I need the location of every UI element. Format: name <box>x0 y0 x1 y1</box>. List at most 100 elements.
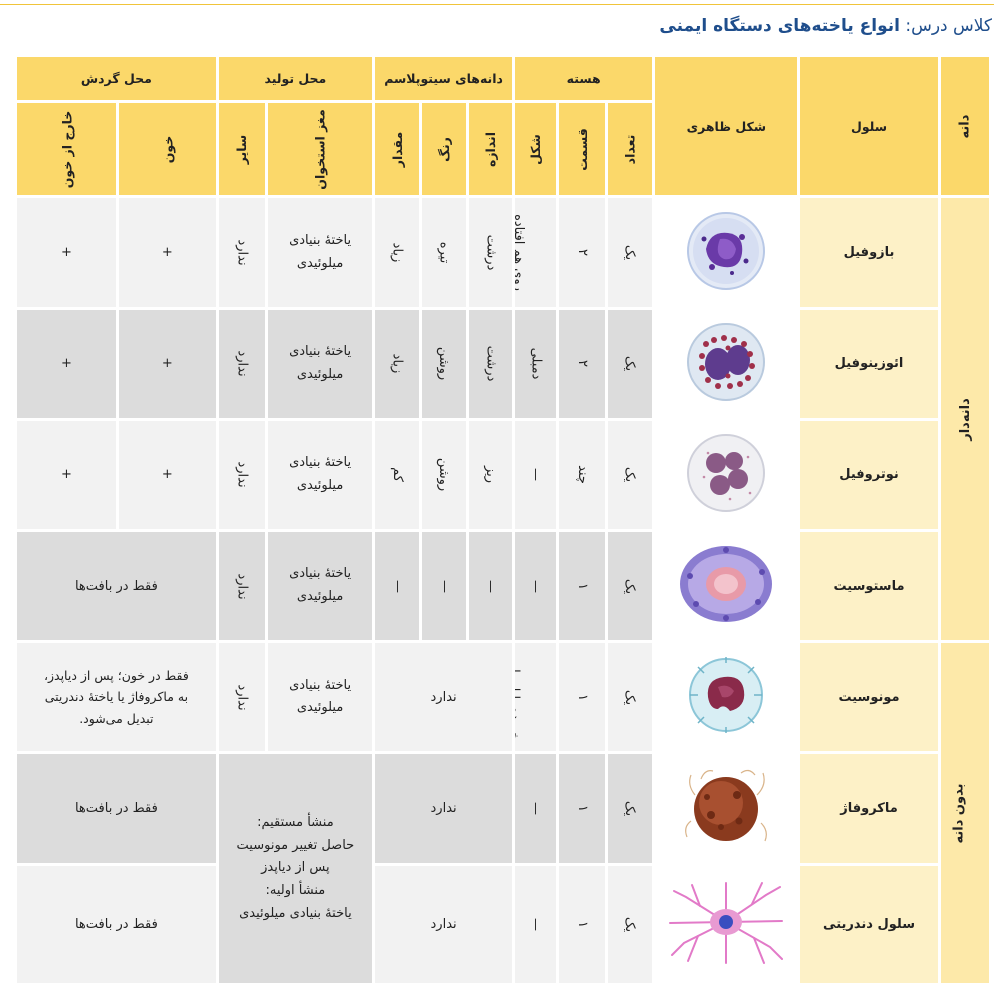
nucleus-count: یک <box>607 420 653 530</box>
circulation-outside: + <box>17 198 116 307</box>
table-row: نوتروفیل یک چند — ریز روشن کم یاختهٔ بنی… <box>17 420 989 530</box>
table-row: دانه‌دار بازوفیل یک ۲ روی هم افتاده درشت… <box>17 198 989 641</box>
basophil-cell-image <box>655 198 798 307</box>
cell-name: ائوزینوفیل <box>800 309 938 418</box>
monocyte-cell-image <box>655 643 798 752</box>
neutrophil-cell-image <box>655 420 798 530</box>
nucleus-parts: چند <box>559 420 605 530</box>
granule-color: روشن <box>422 420 466 530</box>
nucleus-shape: خمیده یا لوبیایی <box>515 643 557 752</box>
nucleus-count: یک <box>607 865 653 983</box>
nucleus-count: یک <box>607 754 653 863</box>
mastocyte-cell-image <box>655 532 798 641</box>
nucleus-parts: ۱ <box>559 532 605 641</box>
granule-color: تیره <box>422 198 466 307</box>
granule-size: — <box>468 532 513 641</box>
nucleus-shape: — <box>515 420 557 530</box>
table-row: سلول دندریتی یک ۱ — ندارد فقط در بافت‌ها <box>17 865 989 983</box>
class-label: کلاس درس: <box>905 16 992 36</box>
granule-size: درشت <box>468 309 513 418</box>
nucleus-count: یک <box>607 198 653 307</box>
table-row: بدون دانه مونوسیت یک ۱ خمیده یا لوبیایی … <box>17 643 989 983</box>
nucleus-parts: ۱ <box>559 754 605 863</box>
circulation-header: محل گردش <box>17 57 216 101</box>
production-other: ندارد <box>218 309 266 418</box>
cell-name: ماستوسیت <box>800 532 938 641</box>
appearance-header: شکل ظاهری <box>655 57 798 196</box>
nucleus-shape: روی هم افتاده <box>515 198 557 307</box>
circulation-blood: + <box>118 420 216 530</box>
cytoplasm-granules-none: ندارد <box>375 865 513 983</box>
granule-amount: کم <box>375 420 420 530</box>
nucleus-header: هسته <box>515 57 653 101</box>
nucleus-parts: ۱ <box>559 865 605 983</box>
count-header: تعداد <box>607 103 653 196</box>
nucleus-shape: — <box>515 754 557 863</box>
table-row: ماکروفاژ یک ۱ — ندارد منشأ مستقیم: حاصل … <box>17 754 989 983</box>
production-marrow: یاختهٔ بنیادی میلوئیدی <box>268 643 373 752</box>
cytoplasm-granules-none: ندارد <box>375 643 513 752</box>
granule-amount: زیاد <box>375 309 420 418</box>
nucleus-shape: — <box>515 532 557 641</box>
nucleus-shape: دمبلی <box>515 309 557 418</box>
granule-header: دانه <box>940 57 989 196</box>
amount-header: مقدار <box>375 103 420 196</box>
nucleus-parts: ۱ <box>559 643 605 752</box>
nucleus-count: یک <box>607 309 653 418</box>
circulation-tissue-only: فقط در بافت‌ها <box>17 865 216 983</box>
nucleus-count: یک <box>607 532 653 641</box>
cell-header: سلول <box>800 57 938 196</box>
production-other: ندارد <box>218 532 266 641</box>
macrophage-cell-image <box>655 754 798 863</box>
circulation-outside: + <box>17 420 116 530</box>
page-title: کلاس درس: انواع یاخته‌های دستگاه ایمنی <box>659 16 992 36</box>
granule-size: ریز <box>468 420 513 530</box>
nucleus-count: یک <box>607 643 653 752</box>
cell-name: ماکروفاژ <box>800 754 938 863</box>
production-other: ندارد <box>218 420 266 530</box>
blood-header: خون <box>118 103 216 196</box>
granule-amount: زیاد <box>375 198 420 307</box>
production-marrow: یاختهٔ بنیادی میلوئیدی <box>268 309 373 418</box>
circulation-tissue-only: فقط در بافت‌ها <box>17 532 216 641</box>
cell-name: سلول دندریتی <box>800 865 938 983</box>
cytoplasm-granules-header: دانه‌های سیتوپلاسم <box>375 57 513 101</box>
size-header: اندازه <box>468 103 513 196</box>
parts-header: قسمت <box>559 103 605 196</box>
cell-name: بازوفیل <box>800 198 938 307</box>
production-shared-note: منشأ مستقیم: حاصل تغییر مونوسیت پس از دی… <box>218 754 373 983</box>
nucleus-parts: ۲ <box>559 198 605 307</box>
table-row: ائوزینوفیل یک ۲ دمبلی درشت روشن زیاد یاخ… <box>17 309 989 418</box>
color-header: رنگ <box>422 103 466 196</box>
granule-color: — <box>422 532 466 641</box>
shape-header: شکل <box>515 103 557 196</box>
production-marrow: یاختهٔ بنیادی میلوئیدی <box>268 532 373 641</box>
production-marrow: یاختهٔ بنیادی میلوئیدی <box>268 198 373 307</box>
circulation-tissue-only: فقط در بافت‌ها <box>17 754 216 863</box>
marrow-header: مغز استخوان <box>268 103 373 196</box>
production-marrow: یاختهٔ بنیادی میلوئیدی <box>268 420 373 530</box>
table-row: ماستوسیت یک ۱ — — — — یاختهٔ بنیادی میلوئ… <box>17 532 989 641</box>
eosinophil-cell-image <box>655 309 798 418</box>
granule-size: درشت <box>468 198 513 307</box>
dendritic-cell-image <box>655 865 798 983</box>
cell-name: نوتروفیل <box>800 420 938 530</box>
granule-color: روشن <box>422 309 466 418</box>
nucleus-parts: ۲ <box>559 309 605 418</box>
circulation-blood: + <box>118 309 216 418</box>
agranular-group-label: بدون دانه <box>940 643 989 983</box>
title-text: انواع یاخته‌های دستگاه ایمنی <box>659 16 900 36</box>
immune-cells-table: دانه سلول شکل ظاهری هسته دانه‌های سیتوپل… <box>14 54 992 986</box>
top-divider <box>0 4 994 5</box>
granule-amount: — <box>375 532 420 641</box>
circulation-blood: + <box>118 198 216 307</box>
granular-group-label: دانه‌دار <box>940 198 989 641</box>
circulation-monocyte-note: فقط در خون؛ پس از دیاپدز، به ماکروفاژ یا… <box>17 643 216 752</box>
production-other: ندارد <box>218 198 266 307</box>
production-other: ندارد <box>218 643 266 752</box>
other-header: سایر <box>218 103 266 196</box>
cytoplasm-granules-none: ندارد <box>375 754 513 863</box>
circulation-outside: + <box>17 309 116 418</box>
cell-name: مونوسیت <box>800 643 938 752</box>
nucleus-shape: — <box>515 865 557 983</box>
